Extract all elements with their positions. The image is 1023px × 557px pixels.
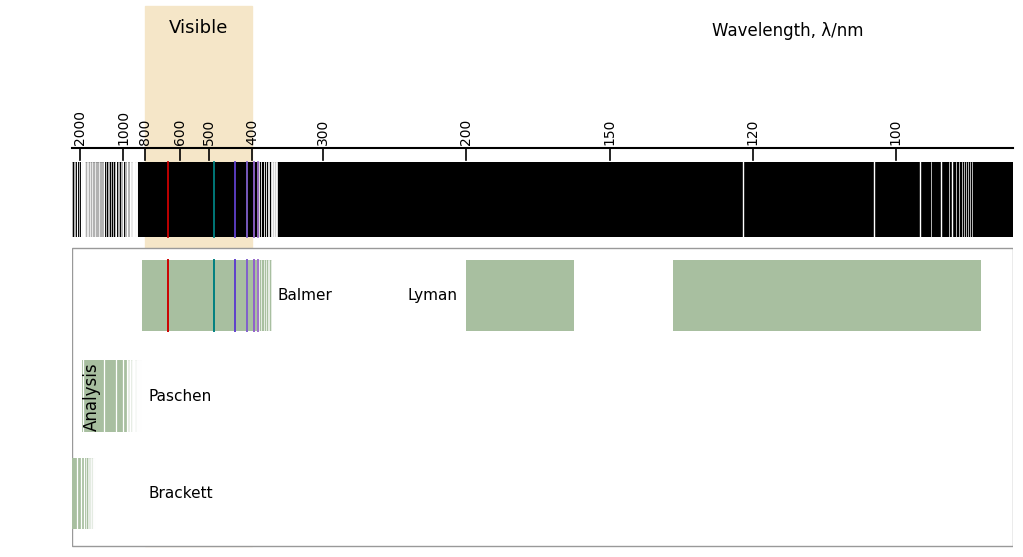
Text: 2000: 2000 <box>74 110 87 145</box>
Text: Visible: Visible <box>169 19 228 37</box>
Text: 500: 500 <box>202 119 216 145</box>
Text: 600: 600 <box>173 119 187 145</box>
Text: 800: 800 <box>137 119 151 145</box>
Text: 100: 100 <box>889 119 902 145</box>
Text: Brackett: Brackett <box>148 486 213 501</box>
Text: Balmer: Balmer <box>277 289 332 303</box>
Text: Analysis: Analysis <box>83 363 101 431</box>
Bar <box>142 260 272 331</box>
Text: 150: 150 <box>603 119 617 145</box>
Bar <box>72 248 1013 546</box>
Bar <box>673 260 981 331</box>
Bar <box>83 360 142 432</box>
Bar <box>72 458 96 529</box>
Text: 300: 300 <box>316 119 330 145</box>
Bar <box>466 260 574 331</box>
Text: Wavelength, λ/nm: Wavelength, λ/nm <box>712 22 863 40</box>
Text: Paschen: Paschen <box>148 389 212 403</box>
Text: 200: 200 <box>459 119 474 145</box>
Text: 1000: 1000 <box>117 110 130 145</box>
Text: Lyman: Lyman <box>407 289 457 303</box>
Bar <box>72 162 1013 237</box>
Text: 120: 120 <box>746 119 760 145</box>
Text: 400: 400 <box>244 119 259 145</box>
